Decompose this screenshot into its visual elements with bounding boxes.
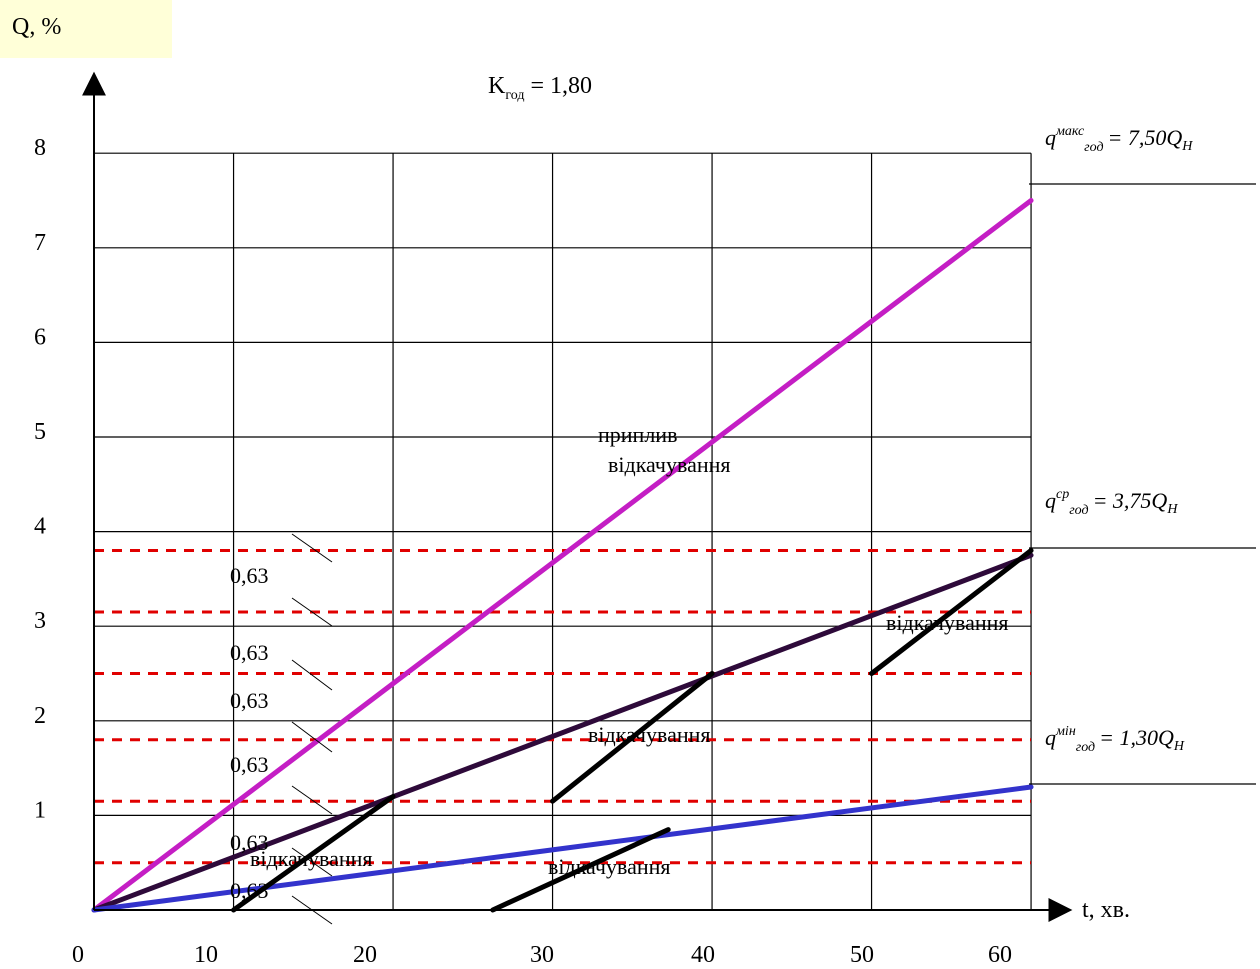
chart-title-main: K xyxy=(488,73,506,99)
step-marker xyxy=(291,847,333,877)
step-marker xyxy=(291,721,333,753)
step-markers xyxy=(291,533,333,925)
series-line xyxy=(91,784,1034,913)
y-tick-labels: 1 2 3 4 5 6 7 8 xyxy=(34,135,46,823)
step-label: 0,63 xyxy=(230,752,269,777)
y-tick-label: 4 xyxy=(34,514,46,540)
pump-segment xyxy=(490,827,671,913)
step-marker xyxy=(291,533,333,563)
pump-segment xyxy=(550,671,715,804)
x-tick-label: 30 xyxy=(530,942,554,968)
annotation-inflow: приплив xyxy=(598,422,677,447)
step-marker xyxy=(291,895,333,925)
annotation-pumping-1: відкачування xyxy=(608,452,731,477)
x-tick-label: 50 xyxy=(850,942,874,968)
formula-lines xyxy=(1029,183,1256,785)
pump-segments xyxy=(231,548,1034,913)
formula-min: qмінгод = 1,30QН xyxy=(1045,724,1185,755)
step-marker xyxy=(291,659,333,691)
formula-max: qмаксгод = 7,50QН xyxy=(1045,124,1193,155)
step-marker xyxy=(291,597,333,627)
annotation-pumping-5: відкачування xyxy=(548,854,671,879)
y-tick-label: 2 xyxy=(34,703,46,729)
annotation-pumping-3: відкачування xyxy=(588,722,711,747)
x-tick-labels: 0 10 20 30 40 50 60 xyxy=(72,942,1012,968)
x-tick-label: 0 xyxy=(72,942,84,968)
y-axis-label: Q, % xyxy=(12,14,61,40)
chart-title-value: = 1,80 xyxy=(530,73,592,99)
y-axis-label-background xyxy=(0,0,172,58)
x-tick-label: 60 xyxy=(988,942,1012,968)
step-label: 0,63 xyxy=(230,640,269,665)
annotation-pumping-4: відкачування xyxy=(250,846,373,871)
series-line xyxy=(91,198,1034,913)
step-label: 0,63 xyxy=(230,830,269,855)
chart-title: Kгод = 1,80 xyxy=(488,73,592,103)
y-tick-label: 6 xyxy=(34,324,46,350)
series-line xyxy=(91,552,1034,913)
annotation-pumping-2: відкачування xyxy=(886,610,1009,635)
y-tick-label: 3 xyxy=(34,608,46,634)
step-label: 0,63 xyxy=(230,688,269,713)
x-tick-label: 40 xyxy=(691,942,715,968)
x-tick-label: 20 xyxy=(353,942,377,968)
y-tick-label: 5 xyxy=(34,419,46,445)
x-axis-label: t, хв. xyxy=(1082,897,1130,923)
chart-title-sub: год xyxy=(505,88,524,103)
pump-segment xyxy=(869,548,1034,676)
x-tick-label: 10 xyxy=(194,942,218,968)
step-label: 0,63 xyxy=(230,878,269,903)
step-label: 0,63 xyxy=(230,563,269,588)
y-tick-label: 1 xyxy=(34,797,46,823)
formula-avg: qсргод = 3,75QН xyxy=(1045,487,1178,518)
series-lines xyxy=(91,198,1034,913)
step-marker xyxy=(291,785,333,815)
y-tick-label: 7 xyxy=(34,230,46,256)
y-tick-label: 8 xyxy=(34,135,46,161)
pump-segment xyxy=(231,793,396,913)
grid xyxy=(93,152,1032,910)
